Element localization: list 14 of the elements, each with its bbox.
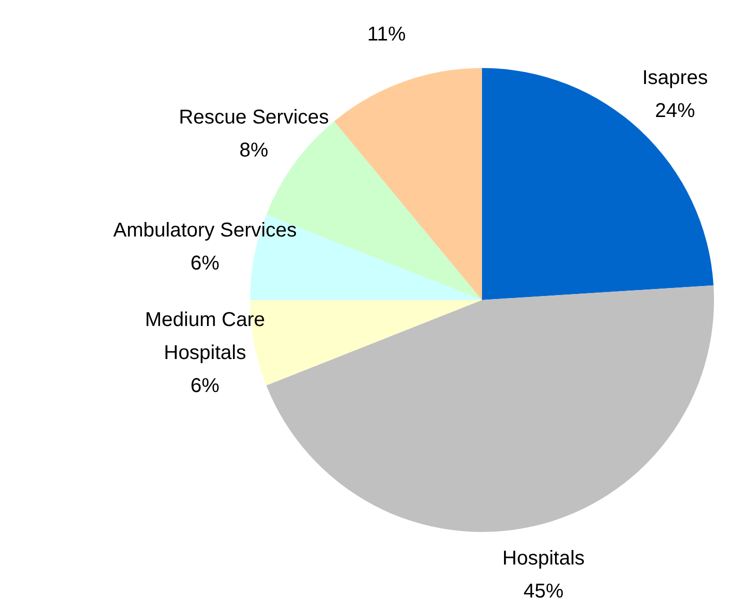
data-label: 24% (655, 100, 696, 122)
pie-slice (334, 68, 482, 300)
data-label: 11% (367, 24, 406, 46)
slice-label: Medium Care Hospitals (144, 308, 266, 364)
data-label: 6% (190, 252, 220, 275)
slice-label: Hospitals (502, 548, 585, 570)
pie-slice (266, 285, 714, 532)
data-label: 6% (190, 374, 220, 397)
slice-label: Isapres (642, 66, 708, 89)
pie-slice (482, 68, 714, 300)
slice-label: Ambulatory Services (113, 220, 297, 242)
data-label: 45% (524, 580, 564, 603)
data-label: 8% (239, 140, 269, 162)
slice-label: Rescue Services (178, 106, 329, 129)
